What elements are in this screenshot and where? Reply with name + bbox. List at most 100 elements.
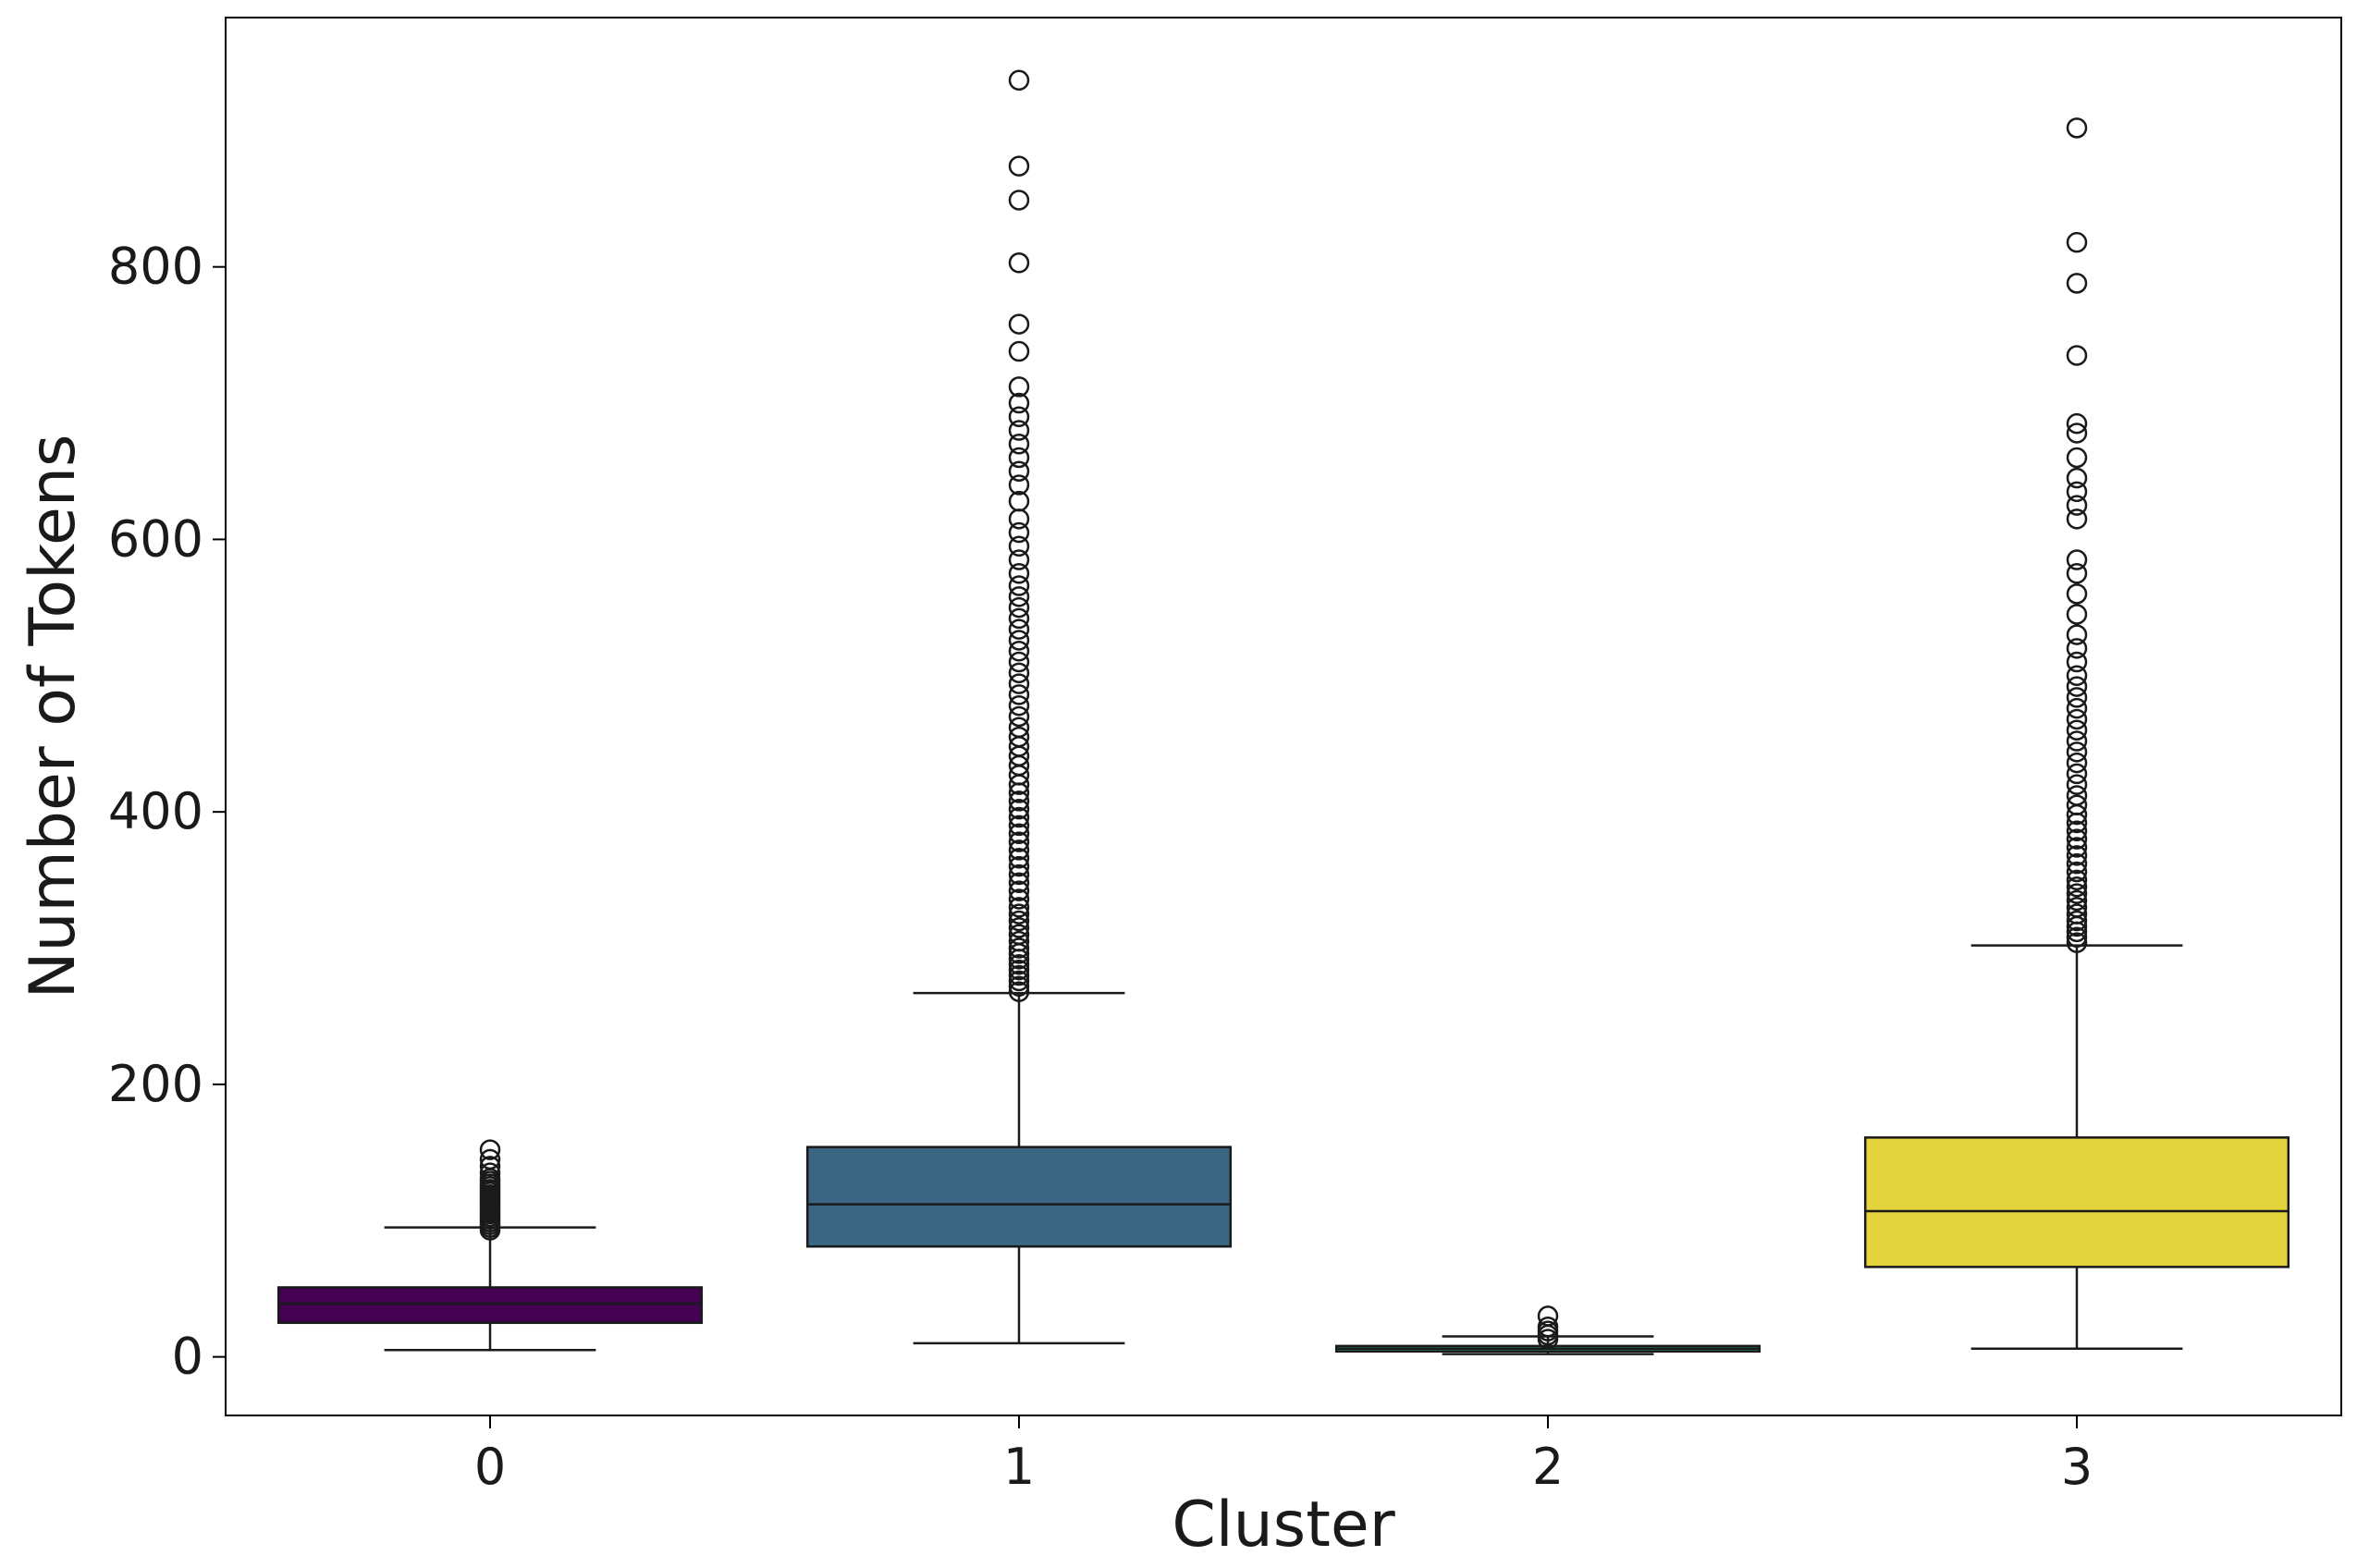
outlier-point [2066, 785, 2088, 806]
outlier-point [1008, 651, 1030, 673]
y-tick-label: 200 [108, 1055, 203, 1113]
outlier-point [1008, 392, 1030, 414]
outlier-point [2066, 563, 2088, 584]
outlier-point [1008, 981, 1030, 1002]
outlier-point [2066, 467, 2088, 489]
outlier-point [1008, 937, 1030, 959]
outlier-point [1008, 460, 1030, 482]
outlier-point [1008, 535, 1030, 557]
outlier-point [1008, 252, 1030, 274]
outlier-point [2066, 876, 2088, 898]
x-tick-label: 0 [474, 1438, 506, 1496]
outlier-point [1008, 549, 1030, 570]
outlier-point [2066, 412, 2088, 435]
outlier-point [2066, 820, 2088, 842]
y-tick-label: 600 [108, 509, 203, 568]
y-tick-label: 0 [172, 1328, 203, 1386]
outlier-point [2066, 837, 2088, 858]
y-tick-label: 800 [108, 238, 203, 296]
outlier-point [2066, 687, 2088, 708]
outlier-point [2066, 852, 2088, 875]
outlier-point [2066, 897, 2088, 918]
outlier-point [1008, 888, 1030, 910]
outlier-point [2066, 845, 2088, 866]
outlier-point [2066, 828, 2088, 850]
outlier-point [1008, 970, 1030, 992]
outlier-point [2066, 508, 2088, 530]
outlier-point [1008, 790, 1030, 812]
outlier-point [1008, 474, 1030, 496]
outlier-point [1008, 798, 1030, 820]
outlier-point [1008, 855, 1030, 877]
outlier-point [1008, 930, 1030, 952]
outlier-point [2066, 231, 2088, 253]
outlier-point [1008, 521, 1030, 544]
box-cluster-3 [1863, 1136, 2290, 1268]
y-axis-title: Number of Tokens [17, 435, 90, 999]
outlier-point [1008, 864, 1030, 886]
box-group-cluster-0 [276, 1139, 704, 1352]
box-group-cluster-1 [805, 69, 1233, 1345]
x-axis-title: Cluster [1172, 1488, 1394, 1562]
outlier-point [1008, 806, 1030, 828]
outlier-point [1008, 190, 1030, 211]
outlier-point [2066, 774, 2088, 795]
outlier-point [2066, 676, 2088, 697]
outlier-point [2066, 752, 2088, 774]
outlier-point [2066, 345, 2088, 366]
outlier-point [1008, 964, 1030, 986]
outlier-point [1008, 903, 1030, 925]
outlier-point [2066, 741, 2088, 763]
outlier-point [1537, 1316, 1559, 1338]
outlier-point [2066, 794, 2088, 816]
outlier-point [1008, 69, 1030, 92]
outlier-point [1008, 563, 1030, 584]
outlier-point [2066, 932, 2088, 953]
outlier-point [1008, 839, 1030, 861]
plot-frame [225, 17, 2342, 1416]
outlier-point [1008, 975, 1030, 998]
outlier-point [2066, 117, 2088, 139]
outlier-point [1008, 910, 1030, 932]
box-group-cluster-2 [1334, 1305, 1762, 1355]
outlier-point [2066, 273, 2088, 294]
x-tick-label: 3 [2061, 1438, 2093, 1496]
outlier-point [479, 1156, 501, 1177]
outlier-point [2066, 624, 2088, 645]
outlier-point [1008, 872, 1030, 894]
outlier-point [2066, 549, 2088, 570]
outlier-point [1008, 880, 1030, 901]
outlier-point [2066, 697, 2088, 719]
outlier-point [2066, 651, 2088, 673]
outlier-point [2066, 910, 2088, 932]
box-group-cluster-3 [1863, 117, 2290, 1351]
outlier-point [1008, 705, 1030, 728]
outlier-point [1008, 406, 1030, 428]
outlier-point [2066, 481, 2088, 503]
outlier-point [1008, 684, 1030, 705]
outlier-point [1008, 924, 1030, 946]
outlier-point [2066, 861, 2088, 883]
outlier-point [1008, 313, 1030, 335]
y-tick-label: 400 [108, 782, 203, 840]
outlier-point [2066, 903, 2088, 925]
outlier-point [1008, 155, 1030, 177]
outlier-point [1008, 831, 1030, 852]
outlier-point [1008, 953, 1030, 975]
outlier-point [2066, 719, 2088, 741]
outlier-point [1008, 662, 1030, 684]
outlier-point [1008, 917, 1030, 938]
outlier-point [1008, 607, 1030, 630]
outlier-point [2066, 730, 2088, 752]
x-tick-label: 2 [1532, 1438, 1564, 1496]
outlier-point [2066, 495, 2088, 516]
box-cluster-0 [276, 1286, 704, 1325]
outlier-point [479, 1139, 501, 1160]
outlier-point [2066, 447, 2088, 469]
outlier-point [2066, 763, 2088, 785]
outlier-point [2066, 665, 2088, 687]
outlier-point [479, 1148, 501, 1170]
outlier-point [2066, 869, 2088, 891]
